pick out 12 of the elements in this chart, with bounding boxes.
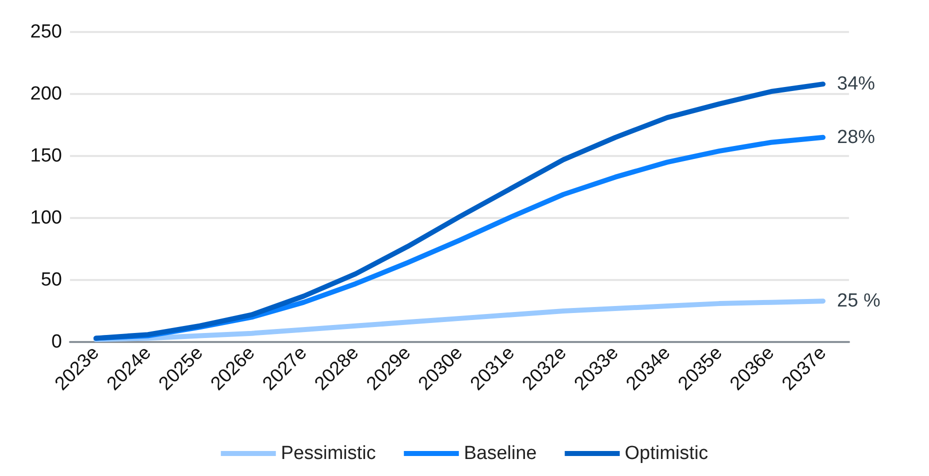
annotation: 25 %	[837, 290, 880, 312]
annotation: 34%	[837, 74, 876, 95]
annotation: 28%	[837, 126, 876, 148]
legend-label: Baseline	[464, 443, 537, 464]
legend-label: Optimistic	[624, 443, 708, 464]
y-tick-label: 150	[30, 146, 62, 166]
y-tick-label: 100	[30, 208, 62, 228]
legend-label: Pessimistic	[280, 443, 376, 464]
y-tick-label: 200	[30, 84, 62, 104]
y-tick-label: 0	[51, 332, 62, 352]
y-tick-label: 50	[40, 270, 62, 290]
y-tick-label: 250	[30, 22, 62, 42]
